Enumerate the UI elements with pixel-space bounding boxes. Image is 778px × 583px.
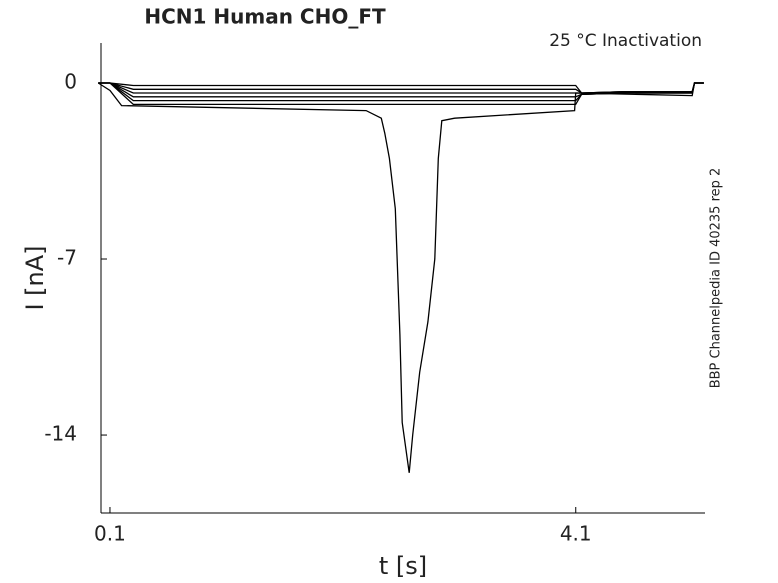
x-tick-label: 0.1	[94, 522, 126, 546]
y-tick-label: -14	[44, 422, 77, 446]
x-tick-label: 4.1	[560, 522, 592, 546]
trace	[97, 82, 704, 473]
side-note: BBP Channelpedia ID 40235 rep 2	[709, 168, 724, 389]
annotation: 25 °C Inactivation	[549, 31, 702, 51]
chart-title: HCN1 Human CHO_FT	[144, 5, 386, 29]
x-axis-label: t [s]	[379, 552, 427, 580]
y-tick-label: -7	[57, 246, 77, 270]
trace	[98, 82, 704, 94]
y-axis-label: I [nA]	[21, 245, 49, 310]
y-tick-label: 0	[64, 69, 77, 93]
